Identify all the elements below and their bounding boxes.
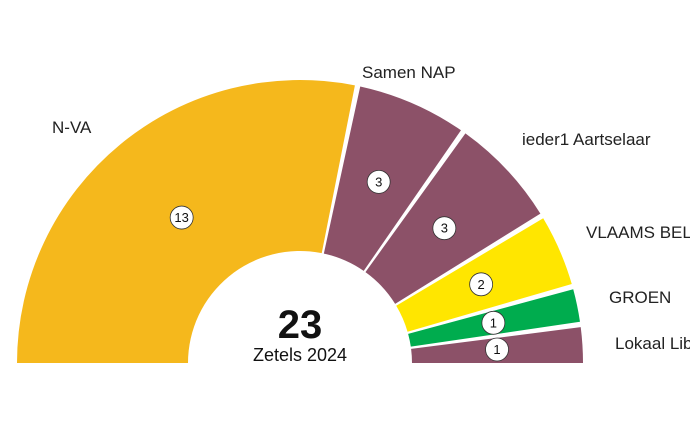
party-label-samen-nap: Samen NAP — [362, 63, 456, 82]
seat-count-n-va: 13 — [174, 210, 188, 225]
total-seats-caption: Zetels 2024 — [253, 345, 347, 365]
segment-samen-nap — [323, 86, 461, 271]
party-labels: N-VA Samen NAP ieder1 Aartselaar VLAAMS BEL… — [52, 63, 690, 353]
seat-count-ieder1-aartselaar: 3 — [441, 221, 448, 236]
seat-count-vlaams-belang: 2 — [478, 277, 485, 292]
seat-badge-n-va — [169, 205, 194, 230]
party-label-vlaams-belang: VLAAMS BELANG — [586, 223, 690, 242]
seat-badge-lokaal-liberaal — [485, 337, 509, 362]
seat-badge-samen-nap — [366, 169, 391, 194]
seat-count-groen: 1 — [490, 315, 497, 330]
party-label-lokaal-liberaal: Lokaal Liberaal — [615, 334, 690, 353]
party-label-n-va: N-VA — [52, 118, 92, 137]
party-label-groen: GROEN — [609, 288, 671, 307]
seat-badge-groen — [481, 310, 506, 335]
total-seats-value: 23 — [278, 303, 323, 347]
seat-badge-ieder1-aartselaar — [432, 216, 457, 241]
seat-badges: 13 3 3 2 1 1 — [169, 169, 509, 362]
segment-ieder1-aartselaar — [365, 133, 541, 304]
party-label-ieder1-aartselaar: ieder1 Aartselaar — [522, 130, 651, 149]
seat-count-samen-nap: 3 — [375, 174, 382, 189]
seat-count-lokaal-liberaal: 1 — [493, 342, 500, 357]
seat-badge-vlaams-belang — [469, 272, 494, 297]
